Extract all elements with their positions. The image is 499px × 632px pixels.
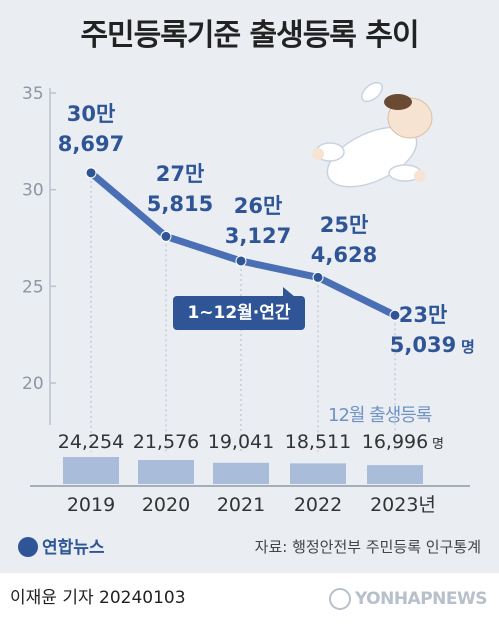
- x-tick-label: 2019: [67, 494, 115, 516]
- monthly-value-label: 18,511: [285, 431, 351, 453]
- monthly-bars: 24,254 21,576 19,041 18,511 16,996 명: [58, 431, 444, 484]
- monthly-bar: [367, 465, 423, 484]
- line-series: [85, 167, 401, 321]
- monthly-bar: [63, 457, 119, 484]
- monthly-value-label: 21,576: [133, 431, 199, 453]
- brand-name: 연합뉴스: [42, 538, 105, 558]
- data-label-top: 26만: [234, 194, 283, 218]
- data-label-unit: 명: [461, 338, 475, 356]
- data-point: [389, 309, 401, 321]
- data-label-top: 30만: [67, 102, 116, 126]
- y-axis: 35 30 25 20: [22, 84, 56, 425]
- y-tick-label: 25: [22, 277, 44, 297]
- monthly-bar: [138, 459, 194, 484]
- data-label-top: 23만: [399, 303, 448, 327]
- data-point: [85, 167, 97, 179]
- data-point: [312, 271, 324, 283]
- data-label-top: 27만: [156, 162, 205, 186]
- data-label-bottom: 5,039: [390, 333, 456, 357]
- monthly-unit-label: 명: [432, 437, 444, 452]
- watermark-logo-icon: [328, 588, 351, 610]
- watermark: YONHAPNEWS: [328, 588, 488, 610]
- data-label-bottom: 3,127: [225, 224, 291, 248]
- monthly-bar: [290, 463, 346, 484]
- callout-tail: [283, 287, 295, 297]
- line-data-labels: 30만 8,697 27만 5,815 26만 3,127 25만 4,628 23만 5,039…: [58, 102, 475, 357]
- x-tick-label: 2021: [217, 494, 265, 516]
- x-tick-label: 2020: [142, 494, 190, 516]
- y-tick-label: 20: [22, 374, 44, 394]
- yonhap-logo-icon: [18, 537, 38, 557]
- x-axis: 2019 2020 2021 2022 2023년: [30, 485, 470, 516]
- data-point: [235, 255, 247, 267]
- baby-illustration: [312, 81, 433, 188]
- reporter-credit: 이재윤 기자 20240103: [10, 588, 186, 608]
- monthly-value-label: 16,996: [362, 431, 428, 453]
- callout-badge: 1~12월·연간: [173, 296, 305, 330]
- page-title: 주민등록기준 출생등록 추이: [80, 18, 419, 53]
- brand-logo: 연합뉴스: [18, 533, 105, 558]
- source-note: 자료: 행정안전부 주민등록 인구통계: [254, 538, 481, 556]
- data-label-top: 25만: [320, 213, 369, 237]
- data-label-bottom: 8,697: [58, 132, 124, 156]
- monthly-chart-title: 12월 출생등록: [328, 405, 432, 426]
- monthly-bar: [213, 462, 269, 484]
- monthly-value-label: 24,254: [58, 431, 124, 453]
- data-point: [160, 230, 172, 242]
- data-label-bottom: 4,628: [311, 243, 377, 267]
- watermark-text: YONHAPNEWS: [354, 589, 488, 609]
- x-tick-label: 2022: [294, 494, 342, 516]
- y-tick-label: 30: [22, 181, 44, 201]
- y-tick-label: 35: [22, 84, 44, 104]
- data-label-bottom: 5,815: [147, 192, 213, 216]
- x-tick-label: 2023년: [370, 494, 436, 516]
- monthly-value-label: 19,041: [208, 431, 274, 453]
